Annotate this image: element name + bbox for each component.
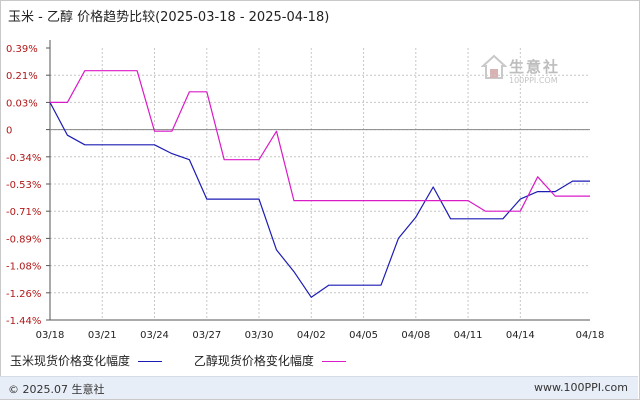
y-tick-label: -0.34%	[6, 153, 41, 164]
x-tick-label: 04/18	[576, 330, 605, 341]
y-tick-label: -0.89%	[6, 234, 41, 245]
legend-swatch-corn	[138, 361, 163, 362]
axis-layer	[46, 40, 590, 321]
copyright-text: © 2025.07 生意社	[8, 383, 105, 396]
y-tick-label: -1.44%	[6, 316, 41, 327]
y-tick-label: -0.71%	[6, 207, 41, 218]
y-tick-label: -0.53%	[6, 180, 41, 191]
x-tick-label: 04/08	[401, 330, 430, 341]
x-tick-label: 03/24	[140, 330, 169, 341]
legend: 玉米现货价格变化幅度 乙醇现货价格变化幅度	[10, 352, 374, 369]
legend-item-corn: 玉米现货价格变化幅度	[10, 352, 163, 369]
series-line-corn	[49, 102, 590, 298]
legend-label-corn: 玉米现货价格变化幅度	[10, 354, 131, 368]
x-tick-label: 04/11	[454, 330, 483, 341]
legend-label-ethanol: 乙醇现货价格变化幅度	[193, 354, 314, 368]
y-tick-label: 0.39%	[6, 44, 38, 55]
y-tick-label: 0.03%	[6, 98, 38, 109]
y-tick-label: -1.26%	[6, 289, 41, 300]
x-tick-label: 04/02	[297, 330, 326, 341]
y-tick-label: 0	[6, 126, 12, 137]
series-line-ethanol	[50, 70, 590, 212]
tick-label-layer: 0.39% 0.21% 0.03% 0 -0.34% -0.53% -0.71% -0.89%…	[6, 44, 604, 341]
legend-swatch-ethanol	[321, 361, 346, 362]
website-link[interactable]: www.100PPI.com	[534, 381, 628, 394]
y-tick-label: 0.21%	[6, 71, 38, 82]
x-tick-label: 03/30	[245, 330, 274, 341]
chart-title: 玉米 - 乙醇 价格趋势比较(2025-03-18 - 2025-04-18)	[8, 10, 330, 25]
footer-bar: © 2025.07 生意社 www.100PPI.com	[0, 376, 638, 399]
x-tick-label: 03/27	[192, 330, 221, 341]
x-tick-label: 03/18	[36, 330, 65, 341]
x-tick-label: 03/21	[88, 330, 117, 341]
series-layer	[49, 70, 590, 298]
grid-layer	[50, 48, 590, 320]
x-tick-label: 04/14	[506, 330, 535, 341]
y-tick-label: -1.08%	[6, 262, 41, 273]
x-tick-label: 04/05	[349, 330, 378, 341]
legend-item-ethanol: 乙醇现货价格变化幅度	[194, 352, 346, 369]
